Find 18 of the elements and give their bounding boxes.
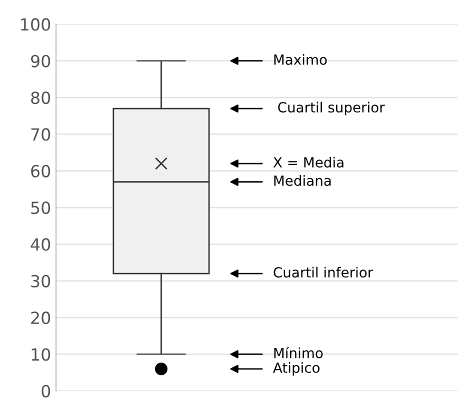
annotation: X = Media: [273, 156, 344, 168]
y-tick-label: 10: [32, 348, 50, 361]
y-tick-label: 20: [31, 312, 50, 324]
annotation: Mínimo: [274, 346, 323, 358]
annotation: Atipico: [273, 362, 320, 376]
y-tick-label: 100: [21, 18, 50, 31]
annotation: Cuartil superior: [278, 102, 385, 116]
annotation: Mediana: [274, 175, 331, 186]
y-tick-label: 0: [42, 384, 50, 398]
y-tick-label: 40: [30, 238, 50, 251]
y-tick-label: 60: [31, 164, 50, 178]
y-tick-label: 80: [31, 91, 50, 104]
annotation: Maximo: [274, 54, 327, 65]
y-tick-label: 30: [31, 274, 50, 288]
annotation: Cuartil inferior: [274, 266, 374, 278]
y-tick-label: 90: [31, 54, 50, 68]
y-tick-label: 50: [31, 202, 50, 214]
y-tick-label: 70: [31, 128, 50, 141]
